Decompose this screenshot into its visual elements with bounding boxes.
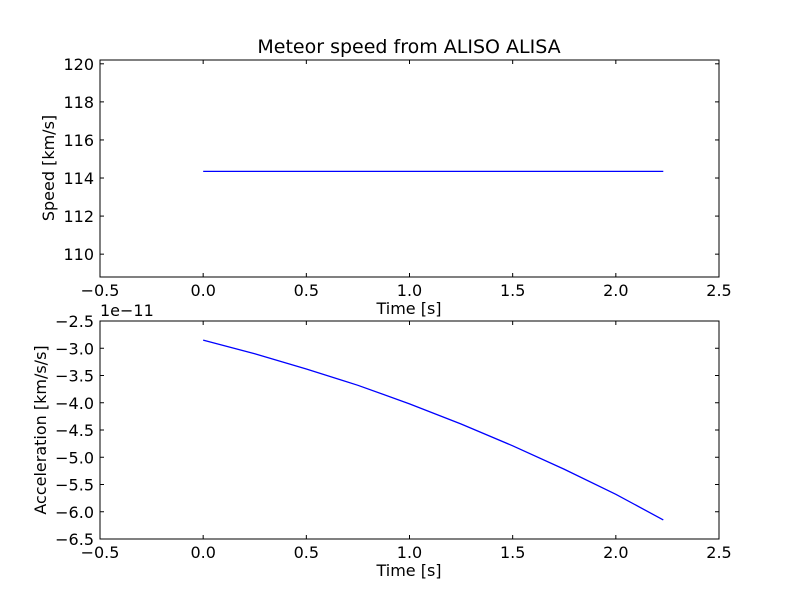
speed-chart-ytick-label: 120 xyxy=(63,55,94,74)
acceleration-chart-xtick-label: −0.5 xyxy=(81,543,120,562)
speed-chart-ytick-label: 112 xyxy=(63,207,94,226)
speed-chart-title: Meteor speed from ALISO ALISA xyxy=(257,36,560,58)
speed-chart-xtick-label: 2.0 xyxy=(603,281,628,300)
speed-chart-frame xyxy=(99,59,720,278)
acceleration-chart-ytick-label: −3.5 xyxy=(55,367,94,386)
speed-chart-xtick-label: 2.5 xyxy=(706,281,731,300)
acceleration-chart-xtick-label: 1.0 xyxy=(397,543,422,562)
acceleration-chart-offset-text: 1e−11 xyxy=(100,301,154,320)
acceleration-chart-xtick-label: 2.0 xyxy=(603,543,628,562)
acceleration-chart-ylabel: Acceleration [km/s/s] xyxy=(31,345,50,514)
speed-chart-plot-area: −0.5 0.0 0.5 1.0 1.5 2.0 2.5 110 112 114 116 118 120 xyxy=(63,55,731,300)
acceleration-chart-plot-area: −0.5 0.0 0.5 1.0 1.5 2.0 2.5 −2.5 −3.0 −3.5 −4.0 −4… xyxy=(55,312,732,562)
acceleration-chart: Time [s] Acceleration [km/s/s] 1e−11 −0.… xyxy=(31,301,732,580)
acceleration-chart-frame xyxy=(99,320,720,540)
acceleration-chart-ytick-label: −4.0 xyxy=(55,394,94,413)
speed-chart-ytick-label: 110 xyxy=(63,245,94,264)
speed-chart-xtick-label: 0.0 xyxy=(190,281,215,300)
acceleration-chart-ytick-label: −6.5 xyxy=(55,530,94,549)
speed-chart-ytick-label: 116 xyxy=(63,131,94,150)
acceleration-chart-series-line xyxy=(203,339,664,521)
speed-chart-xtick-label: 1.5 xyxy=(500,281,525,300)
speed-chart-ytick-label: 118 xyxy=(63,93,94,112)
acceleration-chart-ytick-label: −6.0 xyxy=(55,503,94,522)
acceleration-chart-ytick-label: −5.0 xyxy=(55,448,94,467)
acceleration-chart-ytick-label: −4.5 xyxy=(55,421,94,440)
acceleration-chart-ytick-label: −3.0 xyxy=(55,339,94,358)
acceleration-chart-ytick-label: −2.5 xyxy=(55,312,94,331)
acceleration-chart-xtick-label: 0.5 xyxy=(294,543,319,562)
acceleration-chart-xtick-label: 0.0 xyxy=(190,543,215,562)
speed-chart-xtick-label: −0.5 xyxy=(81,281,120,300)
speed-chart-xlabel: Time [s] xyxy=(375,299,441,318)
speed-chart-ylabel: Speed [km/s] xyxy=(39,115,58,221)
acceleration-chart-xtick-label: 2.5 xyxy=(706,543,731,562)
acceleration-chart-ytick-label: −5.5 xyxy=(55,476,94,495)
speed-chart-ytick-label: 114 xyxy=(63,169,94,188)
acceleration-chart-xtick-label: 1.5 xyxy=(500,543,525,562)
acceleration-chart-xlabel: Time [s] xyxy=(375,561,441,580)
speed-chart-xtick-label: 0.5 xyxy=(294,281,319,300)
speed-chart-xtick-label: 1.0 xyxy=(397,281,422,300)
speed-chart: Meteor speed from ALISO ALISA Time [s] S… xyxy=(39,36,732,318)
